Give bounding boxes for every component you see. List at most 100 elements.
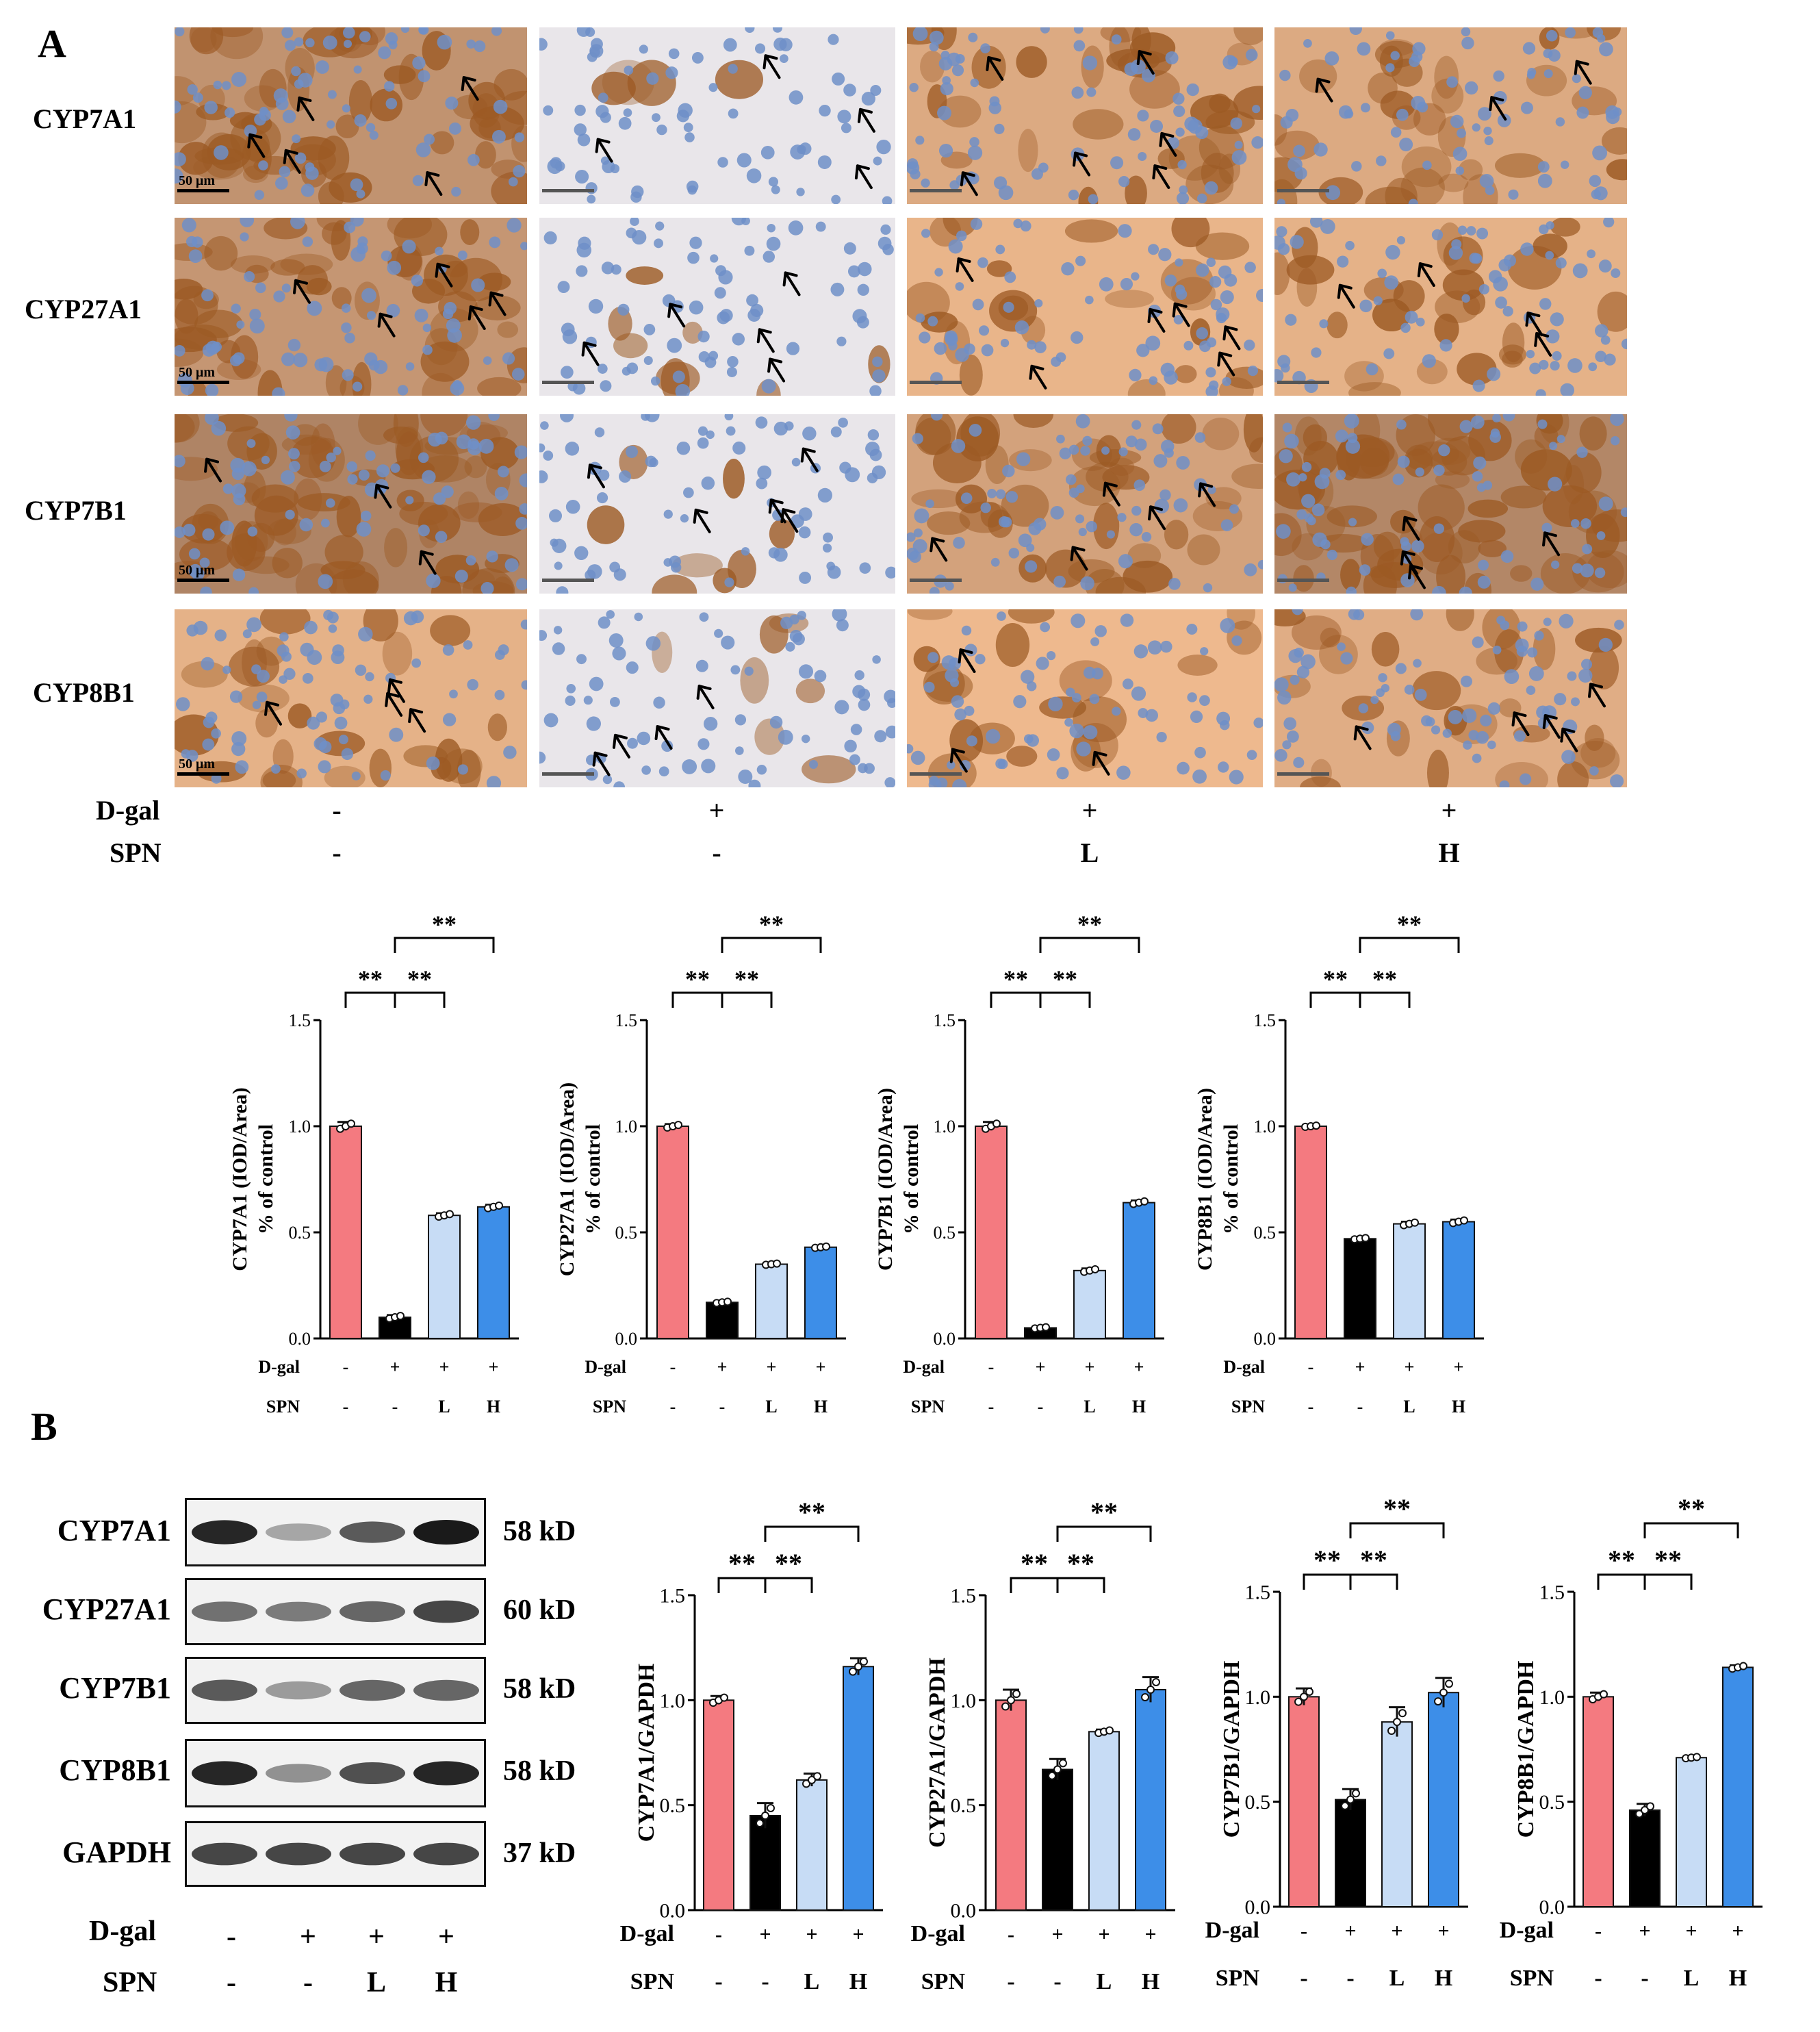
- x-row1-label: +: [1051, 1923, 1063, 1946]
- blot-spn-value-1: -: [227, 1967, 236, 1998]
- significance-bracket: [1349, 1522, 1445, 1538]
- y-tick-label: 1.5: [1539, 1582, 1565, 1604]
- bar: [1676, 1757, 1707, 1907]
- arrow-icon: [958, 648, 976, 674]
- bar: [706, 1301, 739, 1340]
- arrow-icon: [461, 76, 479, 101]
- significance-bracket: [1039, 991, 1091, 1008]
- ihc-micrograph-r2-c4: [1274, 218, 1627, 396]
- data-point: [1140, 1197, 1149, 1206]
- ihc-row-label-cyp27a1: CYP27A1: [25, 294, 142, 325]
- blot-strip-cyp7b1: [185, 1657, 486, 1724]
- x-row2-label: -: [1308, 1397, 1314, 1417]
- arrow-icon: [1511, 711, 1530, 737]
- y-axis-subtitle: % of control: [1220, 1124, 1242, 1234]
- blot-dgal-value-4: +: [438, 1921, 454, 1953]
- blot-band: [413, 1600, 479, 1623]
- data-point: [446, 1210, 454, 1219]
- x-row2-label: -: [1641, 1966, 1648, 1991]
- data-point: [773, 1259, 781, 1268]
- data-point: [1434, 1697, 1442, 1706]
- x-row2-label: -: [1300, 1966, 1307, 1991]
- data-point: [1346, 1795, 1355, 1804]
- ihc-micrograph-r2-c3: [907, 218, 1263, 396]
- arrow-icon: [1147, 307, 1166, 333]
- y-tick-label: 1.0: [615, 1117, 638, 1136]
- arrow-icon: [1542, 713, 1561, 739]
- ihc-dgal-value-1: -: [332, 795, 342, 826]
- y-tick-label: 1.5: [1254, 1011, 1277, 1030]
- ihc-spn-value-1: -: [332, 837, 342, 868]
- arrow-icon: [693, 508, 711, 533]
- significance-bracket: [990, 991, 1042, 1008]
- blot-label-cyp7b1: CYP7B1: [59, 1671, 171, 1705]
- significance-label: **: [1053, 965, 1077, 993]
- arrow-icon: [1029, 364, 1047, 390]
- data-point: [808, 1775, 816, 1784]
- data-point: [723, 1297, 732, 1306]
- x-row1-label: -: [1300, 1920, 1307, 1942]
- data-point: [802, 1779, 810, 1788]
- blot-dgal-value-2: +: [300, 1921, 316, 1953]
- arrow-icon: [756, 328, 775, 353]
- x-row2-label: L: [1097, 1969, 1112, 1994]
- data-point: [1053, 1765, 1062, 1774]
- x-row1-label: +: [439, 1357, 450, 1377]
- chart-2: 0.0 0.5 1.0 1.5 - - + - + L + H D-gal SPN CYP27A1 (IOD…: [556, 911, 846, 1417]
- x-row2-title: SPN: [593, 1397, 626, 1417]
- x-row1-label: +: [1134, 1357, 1144, 1377]
- arrow-icon: [1222, 325, 1241, 351]
- x-row1-label: +: [1437, 1920, 1449, 1942]
- data-point: [1007, 1696, 1015, 1705]
- x-row2-title: SPN: [1216, 1966, 1260, 1991]
- x-row1-title: D-gal: [1205, 1918, 1259, 1943]
- arrow-icon: [960, 171, 978, 196]
- blot-dgal-value-3: +: [368, 1921, 385, 1953]
- blot-band: [192, 1679, 257, 1701]
- ihc-row-label-cyp7a1: CYP7A1: [33, 103, 137, 134]
- arrow-icon: [782, 271, 801, 296]
- bar: [804, 1246, 837, 1339]
- bar: [1582, 1696, 1614, 1907]
- data-point: [1393, 1718, 1401, 1727]
- arrow-icon: [292, 279, 311, 304]
- data-point: [849, 1667, 857, 1676]
- x-row2-label: H: [1435, 1966, 1452, 1991]
- y-axis-title: CYP7B1/GAPDH: [1219, 1661, 1244, 1838]
- x-row2-label: -: [1357, 1397, 1363, 1417]
- x-row1-title: D-gal: [1500, 1918, 1554, 1943]
- data-point: [674, 1121, 682, 1130]
- x-row1-label: +: [1144, 1923, 1156, 1946]
- arrow-icon: [1560, 727, 1578, 752]
- x-row2-label: H: [849, 1969, 867, 1994]
- data-point: [1387, 1727, 1396, 1736]
- ihc-dgal-value-2: +: [708, 795, 725, 826]
- bar: [1294, 1126, 1327, 1339]
- significance-label: **: [728, 1548, 756, 1579]
- y-tick-label: 1.5: [1245, 1582, 1271, 1604]
- significance-bracket: [671, 991, 723, 1008]
- x-row2-label: -: [1594, 1966, 1602, 1991]
- blot-band: [339, 1762, 405, 1784]
- blot-band: [413, 1761, 479, 1786]
- x-row1-title: D-gal: [258, 1357, 300, 1377]
- scale-bar-label: 50 μm: [179, 563, 215, 578]
- y-tick-label: 1.0: [1245, 1686, 1271, 1709]
- blot-band: [266, 1601, 331, 1622]
- ihc-micrograph-r1-c2: [539, 27, 895, 204]
- arrow-icon: [592, 751, 611, 776]
- y-axis-title: CYP7B1 (IOD/Area): [874, 1088, 897, 1271]
- x-row2-label: L: [1403, 1397, 1415, 1417]
- blot-label-cyp27a1: CYP27A1: [42, 1592, 171, 1626]
- y-tick-label: 1.5: [660, 1585, 686, 1608]
- arrow-icon: [1315, 77, 1333, 103]
- x-row1-label: -: [670, 1357, 676, 1377]
- data-point: [1012, 1690, 1021, 1699]
- y-axis-subtitle: % of control: [255, 1124, 277, 1234]
- blot-kd-cyp27a1: 60 kD: [503, 1595, 576, 1626]
- x-row1-label: +: [806, 1923, 817, 1946]
- y-axis-title: CYP7A1/GAPDH: [634, 1664, 659, 1842]
- blot-band: [192, 1761, 257, 1786]
- x-row2-label: -: [1346, 1966, 1354, 1991]
- x-row1-label: +: [489, 1357, 499, 1377]
